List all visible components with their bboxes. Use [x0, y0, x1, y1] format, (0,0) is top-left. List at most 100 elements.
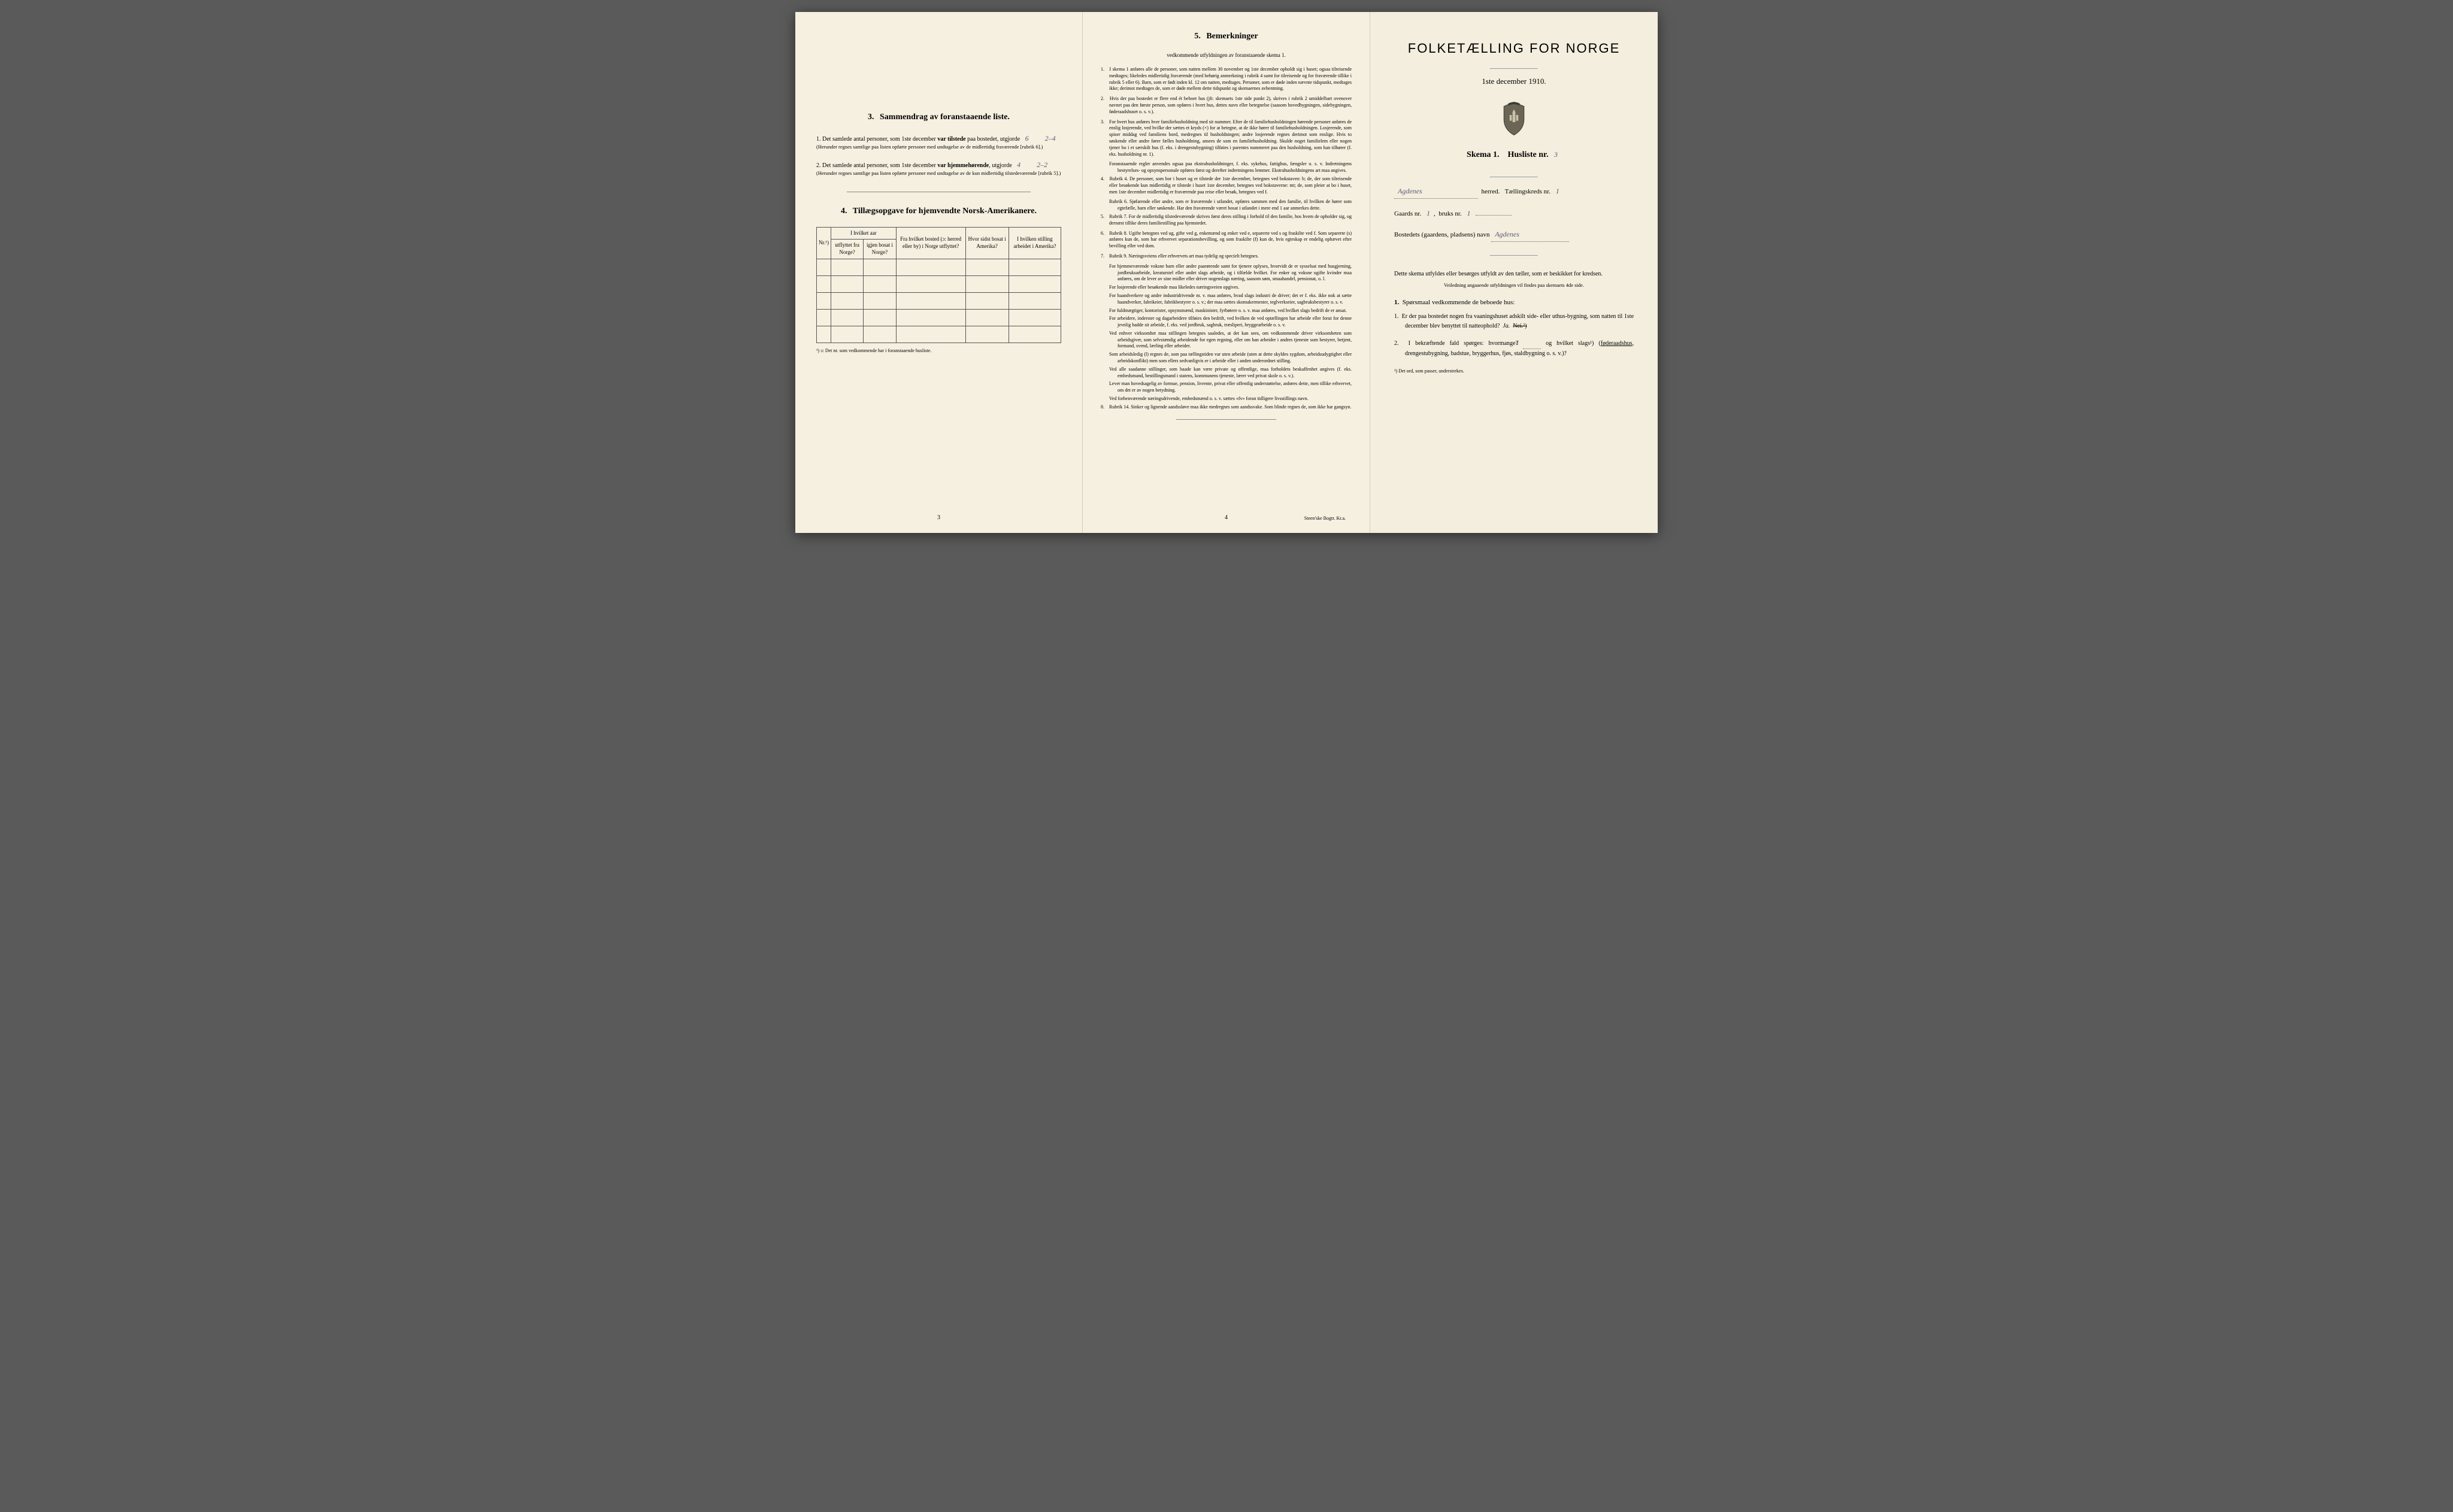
section4-heading: 4. Tillægsopgave for hjemvendte Norsk-Am… — [816, 207, 1061, 216]
table-row — [817, 259, 1061, 275]
tkreds-nr: 1 — [1552, 187, 1563, 195]
remark-sub: For haandverkere og andre industridriven… — [1101, 293, 1352, 306]
item1-hw-a: 6 — [1022, 134, 1032, 143]
end-divider — [1176, 419, 1277, 420]
remark-item: 7. Rubrik 9. Næringsveiens eller erhverv… — [1101, 253, 1352, 260]
section5-sub: vedkommende utfyldningen av foranstaaend… — [1101, 52, 1352, 58]
item2-hw-b: 2–2 — [1033, 160, 1051, 169]
q1-nei: Nei.²) — [1513, 323, 1527, 329]
th-bosted: Fra hvilket bosted (ɔ: herred eller by) … — [896, 227, 965, 259]
remark-item: 6. Rubrik 8. Ugifte betegnes ved ug, gif… — [1101, 231, 1352, 250]
main-title: FOLKETÆLLING FOR NORGE — [1394, 41, 1634, 56]
herred-line: Agdenes herred. Tællingskreds nr. 1 — [1394, 185, 1634, 199]
q2-num: 2. — [1394, 340, 1399, 347]
crest-icon — [1500, 101, 1528, 137]
skema-line: Skema 1. Husliste nr. 3 — [1394, 150, 1634, 160]
bruks-label: bruks nr. — [1439, 210, 1462, 217]
herred-label: herred. — [1482, 188, 1500, 195]
th-utflyttet: utflyttet fra Norge? — [831, 240, 863, 259]
item2-num: 2. — [816, 162, 821, 169]
remark-item: 4. Rubrik 4. De personer, som bor i huse… — [1101, 176, 1352, 195]
remarks-list: 1. I skema 1 anføres alle de personer, s… — [1101, 66, 1352, 411]
q1-ja: Ja. — [1503, 323, 1510, 329]
table-row — [817, 309, 1061, 326]
top-spacer — [816, 30, 1061, 108]
q2-value: 1 — [1523, 337, 1541, 349]
th-amerika: Hvor sidst bosat i Amerika? — [965, 227, 1009, 259]
table-footnote: ¹) ɔ: Det nr. som vedkommende har i fora… — [816, 348, 1061, 353]
coat-of-arms — [1394, 101, 1634, 140]
q1-num: 1. — [1394, 313, 1399, 320]
section4-number: 4. — [841, 207, 847, 216]
item1-num: 1. — [816, 136, 821, 143]
page-right: FOLKETÆLLING FOR NORGE 1ste december 191… — [1370, 12, 1658, 533]
page-number-4: 4 — [1225, 514, 1228, 521]
remark-item: 5. Rubrik 7. For de midlertidig tilstede… — [1101, 214, 1352, 227]
item1-hw-b: 2–4 — [1041, 134, 1059, 143]
q-heading-text: Spørsmaal vedkommende de beboede hus: — [1403, 299, 1515, 306]
bosted-line: Bostedets (gaardens, pladsens) navn Agde… — [1394, 228, 1634, 242]
item2-note: (Herunder regnes samtlige paa listen opf… — [816, 170, 1061, 177]
q-heading-num: 1. — [1394, 299, 1399, 306]
section3-heading: 3. Sammendrag av foranstaaende liste. — [816, 113, 1061, 122]
section5-number: 5. — [1194, 32, 1201, 41]
remark-sub: Foranstaaende regler anvendes ogsaa paa … — [1101, 161, 1352, 174]
skema-label: Skema 1. — [1467, 150, 1499, 159]
item1-note: (Herunder regnes samtlige paa listen opf… — [816, 144, 1061, 151]
section4-title: Tillægsopgave for hjemvendte Norsk-Ameri… — [853, 207, 1037, 216]
title-rule — [1490, 68, 1538, 69]
section5-heading: 5. Bemerkninger — [1101, 32, 1352, 41]
tkreds-label: Tællingskreds nr. — [1505, 188, 1550, 195]
section3-title: Sammendrag av foranstaaende liste. — [880, 113, 1010, 122]
right-footnote: ¹) Det ord, som passer, understrekes. — [1394, 368, 1634, 374]
printer-credit: Steen'ske Bogtr. Kr.a. — [1304, 516, 1346, 521]
item1-bold: var tilstede — [937, 136, 965, 143]
bosted-label: Bostedets (gaardens, pladsens) navn — [1394, 231, 1489, 238]
q2-text-a: I bekræftende fald spørges: hvormange? — [1409, 340, 1523, 347]
page-center: 5. Bemerkninger vedkommende utfyldningen… — [1083, 12, 1370, 533]
th-stilling: I hvilken stilling arbeidet i Amerika? — [1009, 227, 1061, 259]
section3-item1: 1. Det samlede antal personer, som 1ste … — [816, 133, 1061, 151]
q2-text-b: og hvilket slags¹) ( — [1546, 340, 1601, 347]
table-row — [817, 326, 1061, 343]
item2-bold: var hjemmehørende — [937, 162, 989, 169]
item2-hw-a: 4 — [1013, 160, 1024, 169]
remark-sub: Som arbeidsledig (l) regnes de, som paa … — [1101, 352, 1352, 365]
husliste-label: Husliste nr. — [1508, 150, 1549, 159]
section5-title: Bemerkninger — [1206, 32, 1258, 41]
table-row — [817, 275, 1061, 292]
gaards-line: Gaards nr. 1, bruks nr. 1 — [1394, 207, 1634, 220]
question-1: 1. Er der paa bostedet nogen fra vaaning… — [1394, 312, 1634, 331]
gaards-nr: 1 — [1423, 209, 1434, 217]
table-row — [817, 292, 1061, 309]
remark-item: 2. Hvis der paa bostedet er flere end ét… — [1101, 96, 1352, 115]
questions-heading: 1. Spørsmaal vedkommende de beboede hus: — [1394, 299, 1634, 306]
page-number-3: 3 — [937, 514, 940, 521]
remark-sub: Ved enhver virksomhet maa stillingen bet… — [1101, 331, 1352, 350]
remark-sub: Ved alle saadanne stillinger, som baade … — [1101, 366, 1352, 380]
bruks-nr: 1 — [1463, 209, 1474, 217]
section3-item2: 2. Det samlede antal personer, som 1ste … — [816, 159, 1061, 177]
th-bosat: igjen bosat i Norge? — [864, 240, 897, 259]
remark-sub: For fuldmægtiger, kontorister, opsynsmæn… — [1101, 308, 1352, 314]
remark-sub: For arbeidere, inderster og dagarbeidere… — [1101, 316, 1352, 329]
question-2: 2. I bekræftende fald spørges: hvormange… — [1394, 337, 1634, 359]
remark-sub: For hjemmeværende voksne barn eller andr… — [1101, 263, 1352, 283]
th-nr: Nr.¹) — [817, 227, 831, 259]
page-left: 3. Sammendrag av foranstaaende liste. 1.… — [795, 12, 1083, 533]
q2-underlined: føderaadshus — [1601, 340, 1633, 347]
skema-rule — [1490, 177, 1538, 178]
herred-value: Agdenes — [1394, 185, 1478, 199]
emigrant-table: Nr.¹) I hvilket aar Fra hvilket bosted (… — [816, 227, 1061, 343]
item2-text-a: Det samlede antal personer, som 1ste dec… — [822, 162, 937, 169]
instruction-sub: Veiledning angaaende utfyldningen vil fi… — [1394, 282, 1634, 288]
th-aar-group: I hvilket aar — [831, 227, 896, 240]
remark-item: 3. For hvert hus anføres hver familiehus… — [1101, 119, 1352, 158]
bosted-value: Agdenes — [1491, 228, 1569, 242]
remark-sub: Rubrik 6. Sjøfarende eller andre, som er… — [1101, 199, 1352, 212]
remark-sub: Ved forhenværende næringsdrivende, embed… — [1101, 396, 1352, 402]
section3-number: 3. — [868, 113, 874, 122]
item2-text-b: , utgjorde — [989, 162, 1013, 169]
remark-sub: Lever man hovedsagelig av formue, pensio… — [1101, 381, 1352, 394]
table-body — [817, 259, 1061, 343]
